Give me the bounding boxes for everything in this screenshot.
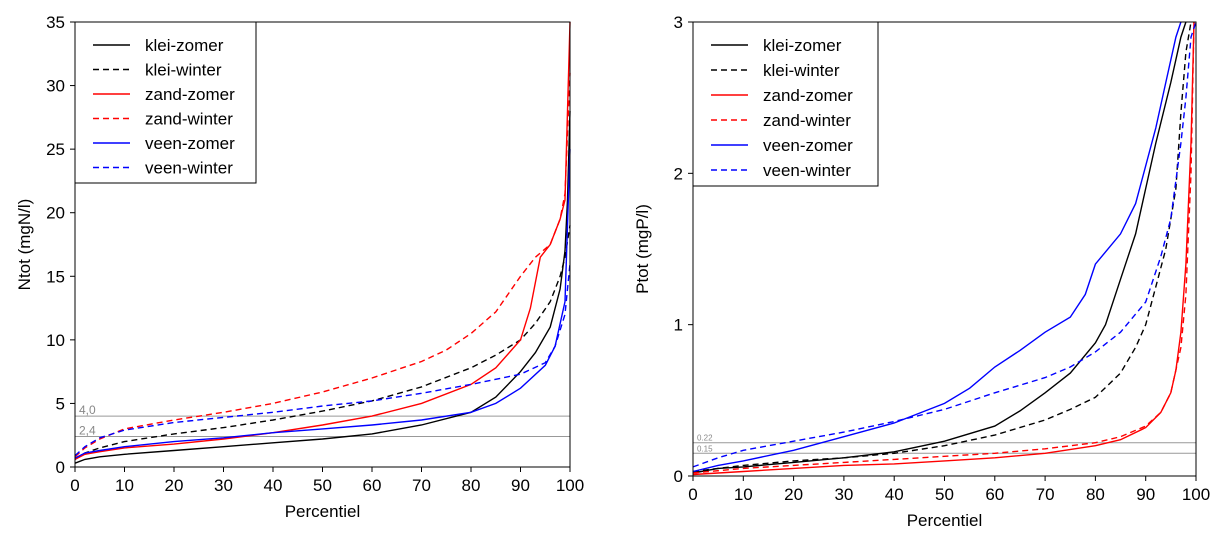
x-tick-label: 0 — [70, 476, 79, 495]
x-axis-label: Percentiel — [907, 511, 983, 530]
series-line-veen-zomer — [74, 149, 571, 459]
y-axis-label: Ntot (mgN/l) — [15, 199, 34, 291]
legend-label-veen-winter: veen-winter — [145, 159, 233, 178]
x-tick-label: 50 — [313, 476, 332, 495]
series-line-zand-winter — [74, 72, 571, 458]
reference-line-label: 0.15 — [697, 444, 713, 453]
x-tick-label: 100 — [1182, 485, 1210, 504]
x-tick-label: 80 — [462, 476, 481, 495]
legend-label-klei-winter: klei-winter — [145, 61, 222, 80]
legend-label-zand-winter: zand-winter — [763, 111, 851, 130]
series-line-veen-zomer — [692, 21, 1182, 473]
legend-label-veen-winter: veen-winter — [763, 161, 851, 180]
x-tick-label: 90 — [511, 476, 530, 495]
series-line-klei-zomer — [74, 110, 571, 464]
reference-line-label: 0.22 — [697, 434, 713, 443]
series-line-zand-zomer — [74, 21, 571, 461]
x-tick-label: 90 — [1136, 485, 1155, 504]
legend-label-klei-zomer: klei-zomer — [763, 36, 842, 55]
series-line-zand-winter — [692, 21, 1195, 474]
legend-label-zand-zomer: zand-zomer — [763, 86, 853, 105]
x-tick-label: 40 — [264, 476, 283, 495]
y-tick-label: 20 — [46, 204, 65, 223]
y-tick-label: 10 — [46, 331, 65, 350]
x-tick-label: 20 — [165, 476, 184, 495]
x-tick-label: 40 — [885, 485, 904, 504]
x-tick-label: 60 — [985, 485, 1004, 504]
x-tick-label: 0 — [688, 485, 697, 504]
series-line-veen-winter — [74, 263, 571, 457]
y-tick-label: 0 — [674, 467, 683, 486]
y-tick-label: 5 — [56, 394, 65, 413]
x-tick-label: 70 — [412, 476, 431, 495]
x-tick-label: 50 — [935, 485, 954, 504]
y-tick-label: 25 — [46, 140, 65, 159]
series-line-zand-zomer — [692, 21, 1195, 476]
chart-panel-1: 4,0 2,4 0 10 20 30 40 50 60 70 80 90 100 0 5 10 15 20 25 30… — [15, 13, 584, 521]
y-tick-label: 35 — [46, 13, 65, 32]
x-tick-label: 10 — [734, 485, 753, 504]
y-tick-label: 30 — [46, 77, 65, 96]
series-line-veen-winter — [692, 21, 1197, 468]
x-tick-label: 100 — [556, 476, 584, 495]
x-tick-label: 30 — [214, 476, 233, 495]
x-tick-label: 70 — [1036, 485, 1055, 504]
y-tick-label: 0 — [56, 458, 65, 477]
x-tick-label: 20 — [784, 485, 803, 504]
legend-box — [692, 21, 879, 187]
legend-label-klei-winter: klei-winter — [763, 61, 840, 80]
reference-line-label: 2,4 — [79, 423, 96, 437]
legend-box — [74, 21, 257, 184]
x-tick-label: 30 — [834, 485, 853, 504]
x-tick-label: 80 — [1086, 485, 1105, 504]
series-line-klei-zomer — [692, 21, 1187, 474]
chart-panel-2: 0.220.15 0 10 20 30 40 50 60 70 80 90 100 0 1 2 3 Percen… — [633, 13, 1210, 530]
legend-label-zand-zomer: zand-zomer — [145, 85, 235, 104]
x-tick-label: 10 — [115, 476, 134, 495]
y-tick-label: 1 — [674, 316, 683, 335]
x-tick-label: 60 — [363, 476, 382, 495]
y-tick-label: 15 — [46, 267, 65, 286]
legend-label-veen-zomer: veen-zomer — [145, 134, 235, 153]
y-tick-label: 3 — [674, 13, 683, 32]
legend: klei-zomer klei-winter zand-zomer zand-wint… — [74, 21, 257, 184]
legend-label-klei-zomer: klei-zomer — [145, 36, 224, 55]
legend-label-zand-winter: zand-winter — [145, 110, 233, 129]
x-axis-label: Percentiel — [285, 502, 361, 521]
legend: klei-zomer klei-winter zand-zomer zand-wint… — [692, 21, 879, 187]
y-axis-label: Ptot (mgP/l) — [633, 204, 652, 294]
y-tick-label: 2 — [674, 164, 683, 183]
reference-line-label: 4,0 — [79, 403, 96, 417]
series-line-klei-winter — [692, 21, 1192, 473]
legend-label-veen-zomer: veen-zomer — [763, 136, 853, 155]
